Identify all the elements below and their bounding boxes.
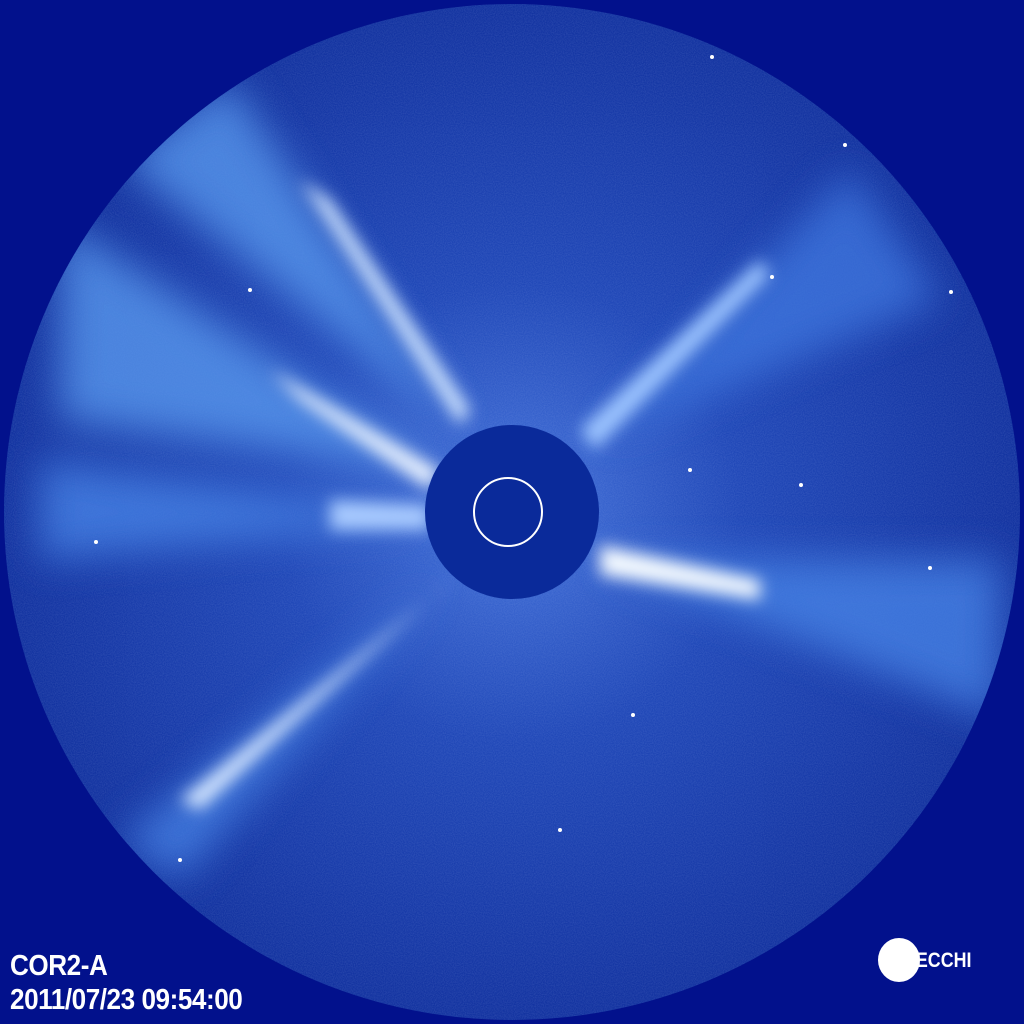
secchi-logo: SECCHI	[878, 938, 998, 982]
timestamp-label: 2011/07/23 09:54:00	[10, 984, 243, 1016]
instrument-label: COR2-A	[10, 950, 108, 982]
stars	[94, 55, 953, 862]
occulter	[425, 425, 599, 599]
sun-limb-circle	[473, 477, 543, 547]
logo-blob-icon	[878, 938, 920, 982]
logo-text: SECCHI	[904, 949, 972, 972]
